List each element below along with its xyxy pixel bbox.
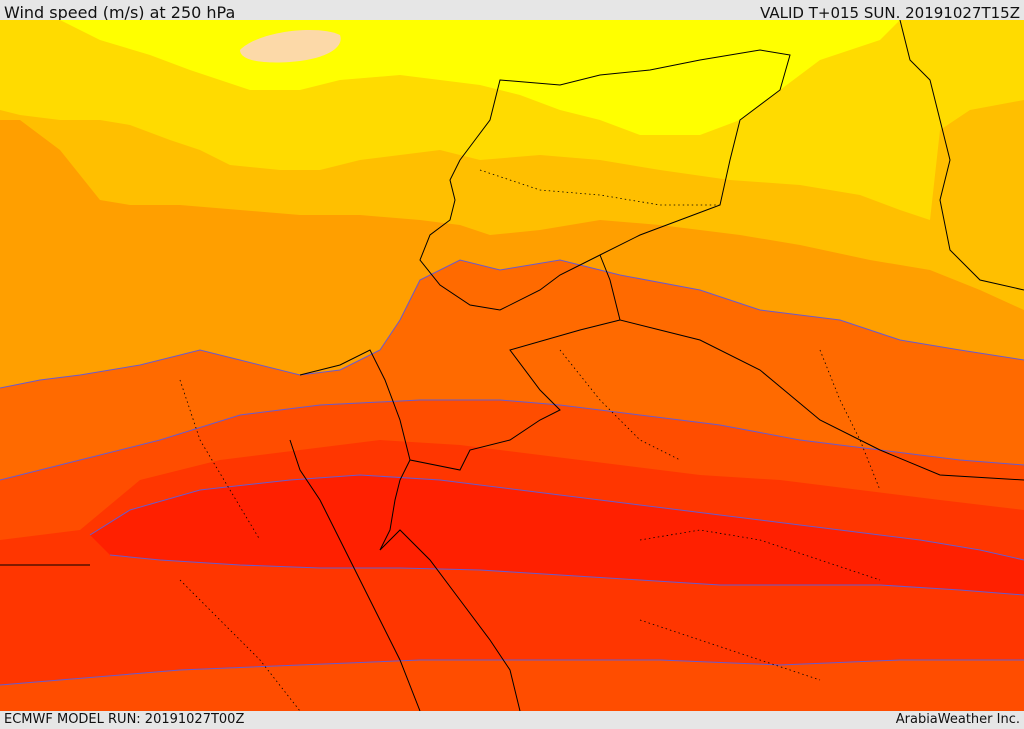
map-footer: ECMWF MODEL RUN: 20191027T00Z ArabiaWeat…	[0, 711, 1024, 729]
band-red	[90, 475, 1024, 595]
model-run-label: ECMWF MODEL RUN: 20191027T00Z	[4, 712, 245, 727]
valid-time-label: VALID T+015 SUN. 20191027T15Z	[760, 4, 1020, 22]
forecast-map[interactable]	[0, 20, 1024, 711]
country-borders	[0, 20, 1024, 711]
credit-label: ArabiaWeather Inc.	[895, 712, 1020, 727]
map-title: Wind speed (m/s) at 250 hPa	[4, 3, 236, 22]
band-pale	[240, 30, 341, 63]
contour-lines	[0, 259, 1024, 686]
map-header: Wind speed (m/s) at 250 hPa VALID T+015 …	[0, 0, 1024, 22]
province-borders	[179, 169, 881, 711]
map-canvas	[0, 20, 1024, 711]
